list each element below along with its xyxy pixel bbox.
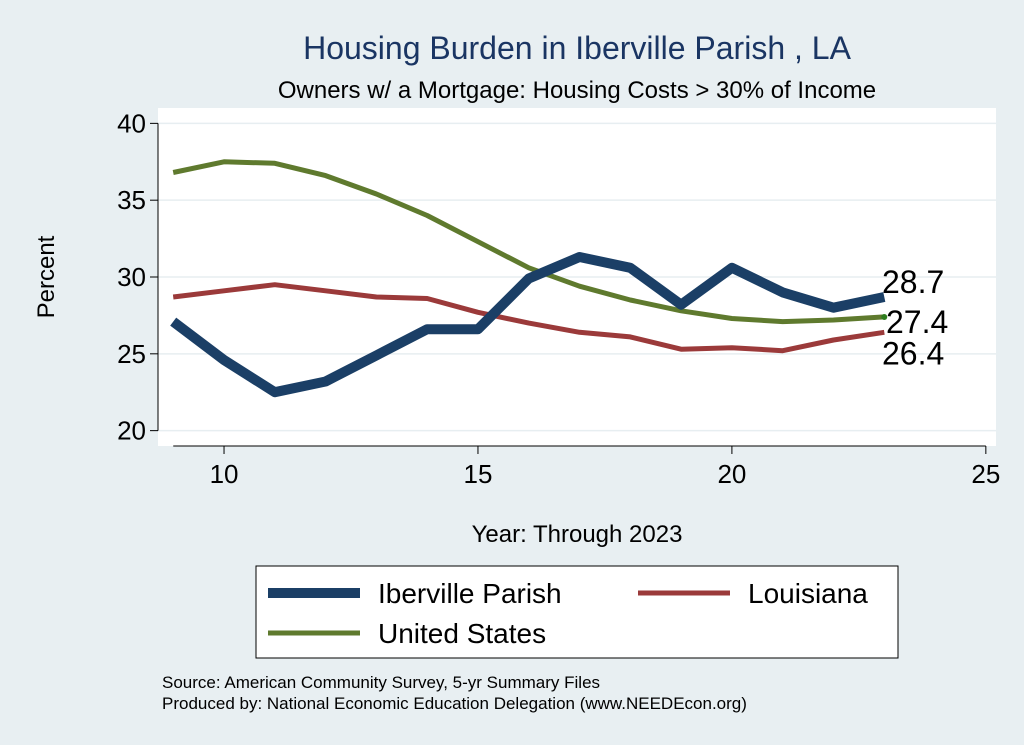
grid-lines: [158, 122, 996, 432]
x-axis-title: Year: Through 2023: [472, 521, 683, 548]
y-axis-title: Percent: [33, 235, 60, 318]
series-line-united-states: [172, 159, 885, 325]
produced-by-note: Produced by: National Economic Education…: [162, 694, 747, 713]
end-label: 27.4: [886, 304, 948, 340]
legend: Iberville Parish Louisiana United States: [255, 565, 899, 659]
series-line-iberville-parish: [170, 252, 886, 398]
y-tick-label: 20: [117, 416, 146, 446]
x-tick-label: 10: [210, 459, 239, 489]
legend-label: Louisiana: [748, 578, 868, 609]
source-note: Source: American Community Survey, 5-yr …: [162, 673, 600, 692]
legend-box: [255, 565, 899, 659]
end-label: 28.7: [882, 264, 944, 300]
series-line-louisiana: [172, 282, 885, 354]
y-tick-label: 35: [117, 185, 146, 215]
y-tick-label: 40: [117, 108, 146, 138]
chart-subtitle: Owners w/ a Mortgage: Housing Costs > 30…: [278, 77, 876, 104]
y-tick-label: 30: [117, 262, 146, 292]
x-tick-label: 20: [717, 459, 746, 489]
x-tick-label: 15: [464, 459, 493, 489]
legend-label: Iberville Parish: [378, 578, 562, 609]
end-label: 26.4: [882, 335, 944, 371]
end-marker: [881, 313, 888, 320]
axes: 20 25 30 35 40 10 15 20 25: [117, 108, 1000, 489]
chart-title: Housing Burden in Iberville Parish , LA: [303, 30, 852, 66]
legend-label: United States: [378, 618, 546, 649]
y-tick-label: 25: [117, 339, 146, 369]
series-lines: [170, 159, 888, 398]
end-labels: 28.7 27.426.4: [882, 264, 948, 371]
x-tick-label: 25: [971, 459, 1000, 489]
